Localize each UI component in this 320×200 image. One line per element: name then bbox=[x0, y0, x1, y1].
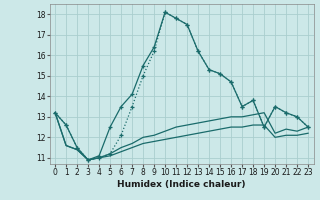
X-axis label: Humidex (Indice chaleur): Humidex (Indice chaleur) bbox=[117, 180, 246, 189]
